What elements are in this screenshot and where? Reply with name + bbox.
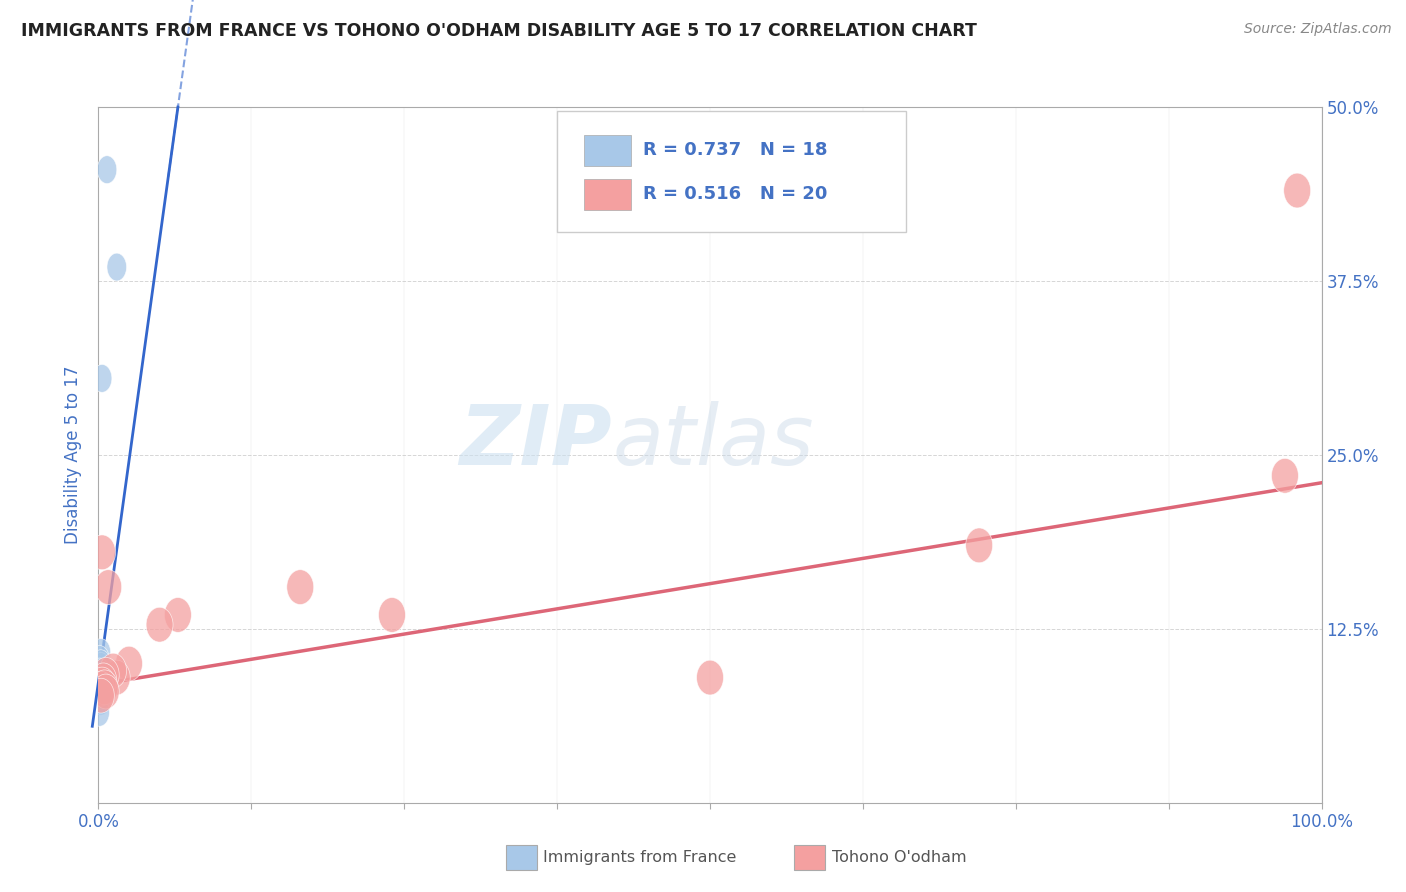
Ellipse shape (90, 658, 110, 686)
Ellipse shape (90, 666, 110, 694)
Ellipse shape (90, 698, 110, 726)
Ellipse shape (93, 661, 112, 689)
Text: R = 0.737   N = 18: R = 0.737 N = 18 (643, 141, 827, 159)
Text: ZIP: ZIP (460, 401, 612, 482)
Ellipse shape (93, 657, 120, 692)
Ellipse shape (87, 678, 114, 713)
Ellipse shape (94, 570, 122, 605)
Ellipse shape (966, 528, 993, 563)
Ellipse shape (91, 649, 111, 678)
FancyBboxPatch shape (557, 111, 905, 232)
Text: IMMIGRANTS FROM FRANCE VS TOHONO O'ODHAM DISABILITY AGE 5 TO 17 CORRELATION CHAR: IMMIGRANTS FROM FRANCE VS TOHONO O'ODHAM… (21, 22, 977, 40)
Ellipse shape (90, 679, 110, 706)
Ellipse shape (90, 663, 117, 698)
Ellipse shape (146, 607, 173, 642)
Ellipse shape (1271, 458, 1298, 493)
Ellipse shape (90, 684, 110, 713)
Ellipse shape (91, 671, 111, 698)
Ellipse shape (1284, 173, 1310, 208)
Ellipse shape (91, 681, 111, 709)
Text: R = 0.516   N = 20: R = 0.516 N = 20 (643, 185, 827, 203)
Ellipse shape (90, 676, 110, 704)
Text: Tohono O'odham: Tohono O'odham (832, 850, 967, 864)
Text: Source: ZipAtlas.com: Source: ZipAtlas.com (1244, 22, 1392, 37)
Ellipse shape (287, 570, 314, 605)
Ellipse shape (115, 646, 142, 681)
Ellipse shape (93, 673, 112, 701)
Text: Immigrants from France: Immigrants from France (543, 850, 737, 864)
Ellipse shape (93, 365, 112, 392)
Ellipse shape (107, 253, 127, 281)
Ellipse shape (378, 598, 405, 632)
Ellipse shape (103, 660, 131, 695)
Ellipse shape (93, 674, 120, 709)
Ellipse shape (100, 653, 127, 688)
Ellipse shape (165, 598, 191, 632)
Ellipse shape (696, 660, 724, 695)
Ellipse shape (91, 653, 111, 681)
Ellipse shape (91, 670, 118, 705)
Ellipse shape (89, 667, 115, 702)
Y-axis label: Disability Age 5 to 17: Disability Age 5 to 17 (65, 366, 83, 544)
Ellipse shape (90, 646, 110, 673)
Text: atlas: atlas (612, 401, 814, 482)
Ellipse shape (89, 535, 115, 570)
FancyBboxPatch shape (583, 178, 630, 210)
FancyBboxPatch shape (583, 135, 630, 166)
Ellipse shape (87, 672, 114, 706)
Ellipse shape (91, 688, 111, 715)
Ellipse shape (91, 639, 111, 666)
Ellipse shape (97, 156, 117, 184)
